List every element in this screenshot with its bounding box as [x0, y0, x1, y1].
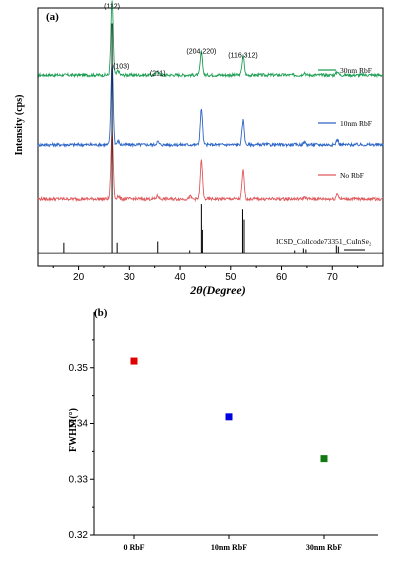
peak-label: (103)	[113, 64, 129, 71]
fwhm-point	[130, 357, 138, 365]
peak-label: (116,312)	[228, 53, 257, 60]
xrd-x-tick-label: 60	[276, 272, 288, 283]
peak-label: (204,220)	[186, 49, 216, 56]
fwhm-point	[225, 413, 233, 421]
xrd-x-tick-label: 40	[174, 272, 186, 283]
xrd-x-tick-label: 70	[327, 272, 339, 283]
xrd-series-line	[37, 63, 384, 148]
legend-entry: ICSD_Collcode73351_CuInSe₂	[276, 237, 372, 246]
legend-entry: 30nm RbF	[340, 66, 372, 75]
fwhm-category-label: 0 RbF	[123, 543, 144, 552]
xrd-axes: 20 30 40 50 60 70	[37, 7, 384, 283]
fwhm-y-tick-label: 0.34	[69, 419, 89, 430]
xrd-series-line	[37, 0, 384, 79]
panel-a-label: (a)	[46, 11, 59, 23]
xrd-x-axis-title: 2θ(Degree)	[189, 283, 246, 297]
xrd-x-tick-label: 30	[124, 272, 136, 283]
fwhm-y-axis-title: FWHM(°)	[68, 408, 79, 452]
xrd-y-axis-title: Intensity (cps)	[14, 95, 25, 156]
peak-label: (112)	[104, 4, 120, 11]
xrd-panel: (a) Intensity (cps) 2θ(Degree) 20 30 40 50 6…	[14, 0, 384, 297]
fwhm-y-tick-label: 0.32	[69, 530, 89, 541]
fwhm-axes: 0.32 0.33 0.34 0.35 0 RbF 10nm RbF 30nm RbF	[69, 312, 378, 552]
peak-label: (211)	[150, 71, 166, 78]
fwhm-point	[320, 455, 328, 463]
fwhm-category-label: 10nm RbF	[211, 543, 247, 552]
fwhm-y-tick-label: 0.35	[69, 363, 89, 374]
panel-b-label: (b)	[94, 307, 108, 319]
fwhm-category-label: 30nm RbF	[306, 543, 342, 552]
xrd-x-tick-label: 20	[73, 272, 85, 283]
xrd-legend: 30nm RbF 10nm RbF No RbF ICSD_Collcode73351…	[276, 66, 372, 251]
legend-entry: No RbF	[340, 171, 364, 180]
xrd-series-line	[37, 130, 384, 203]
xrd-peak-labels: (112) (103) (211) (204,220) (116,312)	[104, 4, 258, 78]
fwhm-y-tick-label: 0.33	[69, 474, 89, 485]
fwhm-points	[130, 357, 328, 463]
xrd-series-group	[37, 0, 384, 254]
legend-entry: 10nm RbF	[340, 119, 372, 128]
fwhm-panel: (b) FWHM(°) 0.32 0.33 0.34 0.35 0 RbF 10nm Rb…	[68, 307, 378, 552]
xrd-plot-frame	[37, 7, 384, 267]
xrd-x-tick-label: 50	[225, 272, 237, 283]
